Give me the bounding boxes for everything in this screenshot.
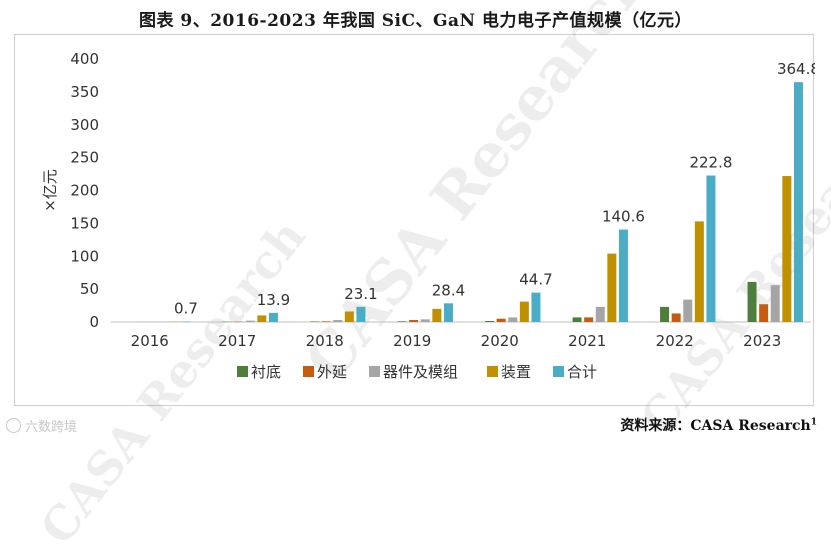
legend-swatch-外延: [303, 366, 314, 377]
source-name: CASA Research: [690, 418, 810, 434]
chart-area: CASA Research CASA Research CASA Researc…: [14, 34, 814, 406]
logo-text: 六数跨境: [25, 416, 77, 435]
x-tick-label: 2016: [131, 332, 169, 350]
x-tick-label: 2020: [481, 332, 519, 350]
total-label: 0.7: [174, 300, 198, 318]
total-label: 13.9: [257, 291, 290, 309]
total-label: 364.8: [777, 60, 815, 78]
bar-2020-器件及模组: [508, 317, 517, 322]
x-tick-label: 2023: [743, 332, 781, 350]
bar-2020-合计: [531, 293, 540, 322]
bar-2021-器件及模组: [596, 307, 605, 322]
total-label: 23.1: [344, 285, 377, 303]
bar-2021-合计: [619, 230, 628, 322]
bar-2023-外延: [759, 304, 768, 322]
x-tick-label: 2022: [656, 332, 694, 350]
total-label: 44.7: [519, 271, 552, 289]
bar-2021-外延: [584, 317, 593, 322]
bar-chart: ×亿元 0 50 100 150 200 250 300 350 400 0.7 2016 13.9 20…: [15, 35, 815, 407]
x-tick-label: 2021: [568, 332, 606, 350]
y-tick-label: 300: [70, 116, 99, 134]
total-label: 28.4: [432, 281, 465, 299]
y-tick-label: 250: [70, 149, 99, 167]
legend-label: 器件及模组: [383, 363, 458, 381]
bar-2022-外延: [672, 313, 681, 322]
bar-2023-装置: [782, 176, 791, 322]
bar-2020-衬底: [485, 321, 494, 322]
brand-logo: 六数跨境: [6, 416, 77, 435]
legend-label: 外延: [317, 363, 347, 381]
bar-2022-衬底: [660, 307, 669, 322]
legend-swatch-衬底: [237, 366, 248, 377]
bar-2018-装置: [345, 311, 354, 322]
bar-2017-器件及模组: [246, 321, 255, 322]
y-tick-label: 350: [70, 83, 99, 101]
bar-2022-器件及模组: [683, 300, 692, 322]
legend-swatch-合计: [553, 366, 564, 377]
bar-2019-外延: [409, 320, 418, 322]
bar-2020-外延: [497, 319, 506, 322]
total-label: 140.6: [602, 208, 645, 226]
y-tick-label: 200: [70, 182, 99, 200]
y-tick-label: 0: [89, 313, 99, 331]
x-tick-label: 2019: [393, 332, 431, 350]
chart-title: 图表 9、2016-2023 年我国 SiC、GaN 电力电子产值规模（亿元）: [0, 6, 831, 31]
bar-2017-装置: [257, 315, 266, 322]
source-label: 资料来源：: [620, 418, 690, 434]
bar-2018-合计: [356, 307, 365, 322]
bar-2023-衬底: [748, 282, 757, 322]
bar-2021-衬底: [573, 317, 582, 322]
bar-2022-装置: [695, 221, 704, 322]
legend-label: 衬底: [251, 363, 281, 381]
legend-label: 装置: [501, 363, 531, 381]
bar-2018-衬底: [310, 321, 319, 322]
y-tick-label: 100: [70, 247, 99, 265]
bar-2023-器件及模组: [771, 285, 780, 322]
y-tick-label: 150: [70, 214, 99, 232]
bar-2017-合计: [269, 313, 278, 322]
logo-icon: [6, 418, 21, 433]
bar-2021-装置: [607, 254, 616, 322]
legend-swatch-器件及模组: [369, 366, 380, 377]
source-footnote: 1: [811, 417, 817, 427]
bar-2018-外延: [322, 321, 331, 322]
bar-2019-衬底: [398, 321, 407, 322]
legend-label: 合计: [567, 363, 597, 381]
source-note: 资料来源：CASA Research1: [620, 415, 817, 435]
x-tick-label: 2018: [306, 332, 344, 350]
bar-2019-装置: [432, 309, 441, 322]
bar-2022-合计: [706, 176, 715, 322]
bar-2023-合计: [794, 82, 803, 322]
bar-2018-器件及模组: [333, 320, 342, 322]
bar-2019-合计: [444, 303, 453, 322]
total-label: 222.8: [689, 154, 732, 172]
bar-2020-装置: [520, 302, 529, 322]
x-tick-label: 2017: [218, 332, 256, 350]
y-tick-label: 400: [70, 50, 99, 68]
bar-2019-器件及模组: [421, 319, 430, 322]
y-tick-label: 50: [80, 280, 99, 298]
y-axis-label: ×亿元: [41, 169, 59, 212]
legend-swatch-装置: [487, 366, 498, 377]
